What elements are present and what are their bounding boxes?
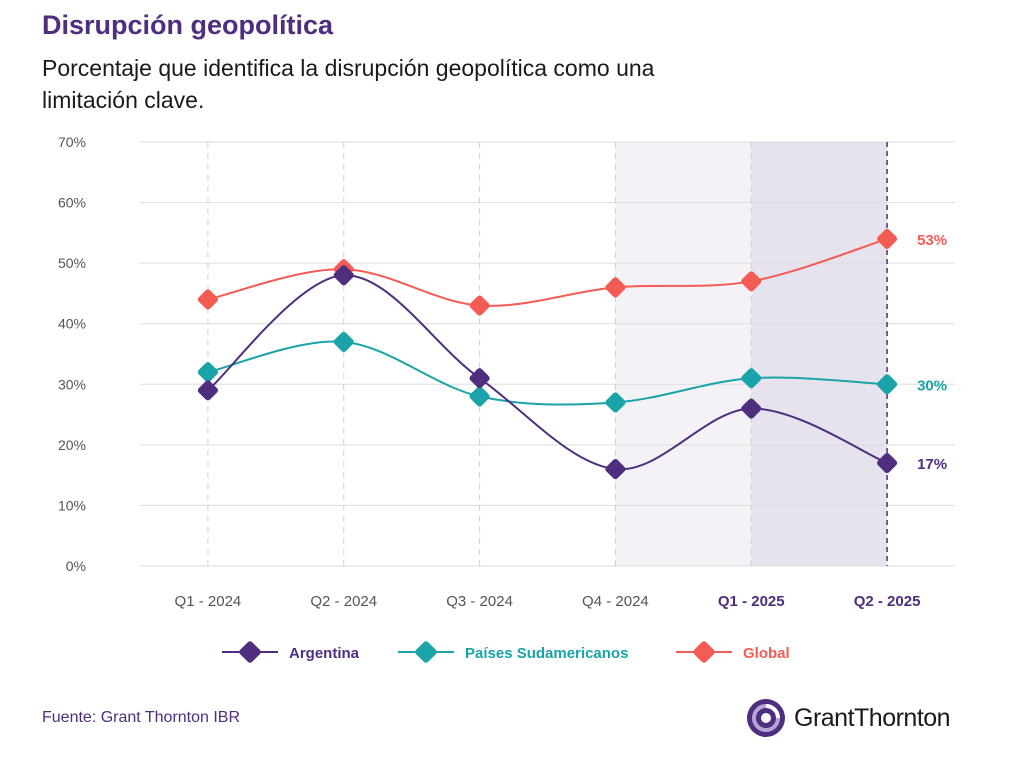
data-point-global [605,277,626,298]
y-tick-label: 10% [58,497,86,513]
data-point-paises [333,331,354,352]
data-point-paises [741,368,762,389]
legend-item-global: Global [676,641,790,663]
x-tick-label: Q2 - 2024 [310,593,377,610]
data-point-global [197,289,218,310]
series-line-global [207,237,888,307]
y-tick-label: 50% [58,255,86,271]
data-point-global [741,271,762,292]
chart-subtitle: Porcentaje que identifica la disrupción … [42,55,655,113]
highlight-band-light [615,142,752,566]
y-tick-label: 30% [58,376,86,392]
legend-label: Argentina [289,645,360,662]
x-tick-label: Q1 - 2025 [718,593,785,610]
series-argentina: 17% [197,265,947,480]
y-tick-label: 40% [58,316,86,332]
end-value-label-paises: 30% [917,377,947,394]
legend-marker [693,641,715,663]
legend-marker [239,641,261,663]
chart-title: Disrupción geopolítica [42,10,334,40]
x-tick-label: Q4 - 2024 [582,593,649,610]
legend-item-argentina: Argentina [222,641,360,663]
source-note: Fuente: Grant Thornton IBR [42,709,241,726]
highlight-band-dark [751,142,888,566]
line-chart: 0% 10% 20% 30% 40% 50% 60% 70% Q1 - 2024 Q2 - 202… [58,134,955,663]
y-tick-label: 20% [58,437,86,453]
series-line-paises [207,340,888,406]
data-point-argentina [197,380,218,401]
series-global: 53% [197,228,947,316]
x-tick-label: Q2 - 2025 [854,593,921,610]
data-point-paises [197,362,218,383]
end-value-label-global: 53% [917,232,947,249]
data-point-argentina [333,265,354,286]
data-point-global [469,295,490,316]
brand-name: GrantThornton [794,703,951,732]
brand: GrantThornton [746,696,951,740]
data-point-paises [605,392,626,413]
end-value-label-argentina: 17% [917,456,947,473]
legend-label: Global [743,645,790,662]
data-point-argentina [605,459,626,480]
data-point-paises [469,386,490,407]
x-tick-label: Q3 - 2024 [446,593,513,610]
y-tick-label: 0% [66,558,86,574]
series-paises: 30% [197,331,947,413]
data-point-argentina [741,398,762,419]
legend-marker [415,641,437,663]
grant-thornton-logo-icon [747,699,785,737]
y-tick-label: 70% [58,134,86,150]
legend-label: Países Sudamericanos [465,645,628,662]
x-tick-label: Q1 - 2024 [175,593,242,610]
data-point-paises [877,374,898,395]
data-point-global [877,228,898,249]
data-point-argentina [469,368,490,389]
legend-item-paises: Países Sudamericanos [398,641,628,663]
data-point-argentina [877,452,898,474]
y-tick-label: 60% [58,195,86,211]
